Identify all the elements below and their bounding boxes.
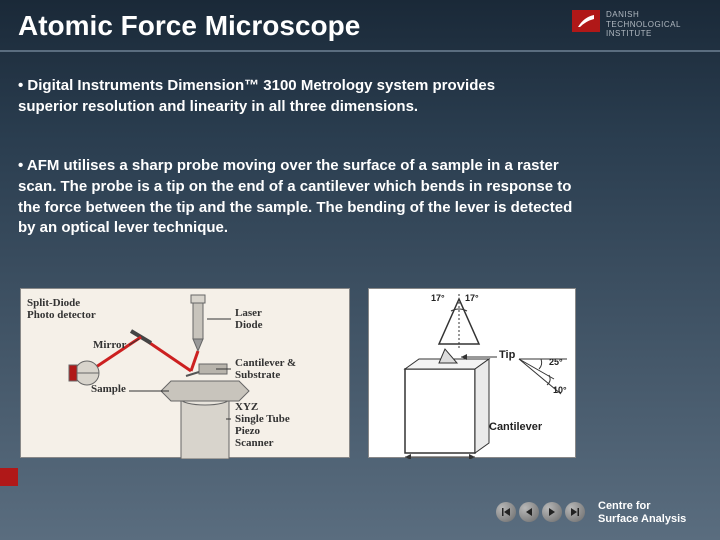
bullet-2: • AFM utilises a sharp probe moving over… [18, 156, 578, 239]
page-title: Atomic Force Microscope [18, 10, 360, 42]
label-cantilever: Cantilever & Substrate [235, 357, 296, 381]
label-scanner: XYZ Single Tube Piezo Scanner [235, 401, 290, 449]
label-mirror: Mirror [93, 339, 126, 351]
label-angle3: 25° [549, 357, 563, 367]
label-angle1: 17° [431, 293, 445, 303]
bullet-2-text: • AFM utilises a sharp probe moving over… [18, 157, 572, 236]
nav-prev-button[interactable] [519, 502, 539, 522]
red-accent-bar [0, 468, 18, 486]
logo-text: DANISH TECHNOLOGICAL INSTITUTE [606, 10, 681, 39]
nav-last-button[interactable] [565, 502, 585, 522]
label-sample: Sample [91, 383, 126, 395]
title-underline [0, 50, 720, 52]
bullet-1-text: • Digital Instruments Dimension™ 3100 Me… [18, 77, 495, 115]
label-angle2: 17° [465, 293, 479, 303]
nav-button-group [496, 502, 585, 522]
label-tip: Tip [499, 349, 515, 361]
slide-container: Atomic Force Microscope DANISH TECHNOLOG… [0, 0, 720, 540]
bullet-1: • Digital Instruments Dimension™ 3100 Me… [18, 76, 548, 118]
label-angle4: 10° [553, 385, 567, 395]
tip-geometry-diagram: 17° 17° Tip 25° 10° Cantilever [368, 288, 576, 458]
logo-icon [572, 10, 600, 32]
logo: DANISH TECHNOLOGICAL INSTITUTE [572, 10, 702, 39]
label-photodetector: Split-Diode Photo detector [27, 297, 96, 321]
afm-schematic-diagram: Split-Diode Photo detector Mirror Laser … [20, 288, 350, 458]
footer-text: Centre for Surface Analysis [598, 500, 686, 526]
nav-next-button[interactable] [542, 502, 562, 522]
label-laser: Laser Diode [235, 307, 263, 331]
tip-geometry-svg [369, 289, 577, 459]
nav-first-button[interactable] [496, 502, 516, 522]
label-cantilever-beam: Cantilever [489, 421, 542, 433]
